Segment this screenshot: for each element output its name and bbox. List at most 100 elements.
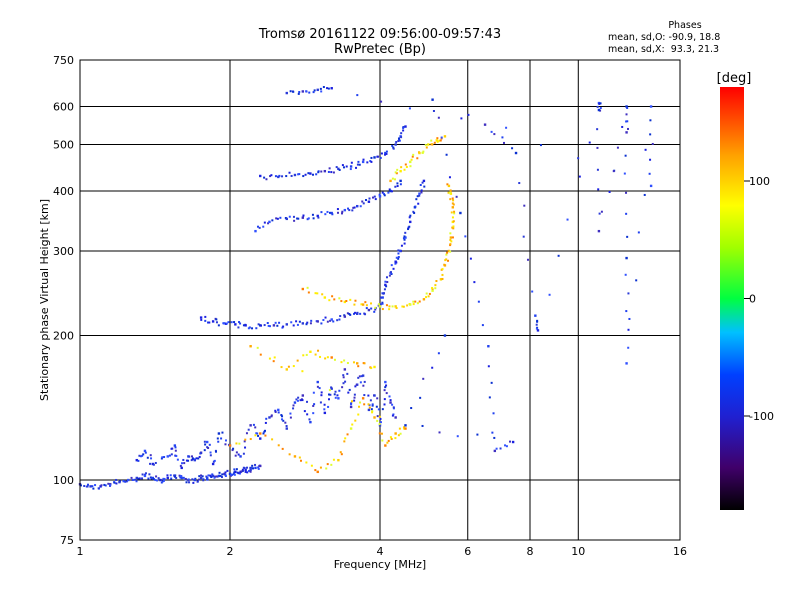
data-point — [381, 191, 384, 194]
x-tick-label: 4 — [377, 545, 384, 558]
data-point — [250, 466, 253, 469]
data-point — [226, 469, 229, 472]
data-point — [91, 485, 94, 488]
data-point — [331, 295, 334, 298]
data-point — [369, 160, 372, 163]
data-point — [343, 300, 347, 304]
data-point — [343, 208, 347, 212]
data-point — [448, 191, 451, 194]
data-point — [431, 286, 434, 289]
data-point — [625, 105, 628, 108]
data-point — [436, 140, 439, 143]
data-point — [182, 476, 185, 479]
data-point — [139, 455, 142, 458]
data-point — [340, 361, 343, 364]
data-point — [316, 320, 319, 323]
data-point — [367, 408, 371, 412]
data-point — [416, 302, 419, 305]
data-point — [623, 172, 626, 175]
data-point — [297, 217, 300, 220]
data-point — [326, 463, 329, 466]
data-point — [378, 193, 381, 196]
data-point — [230, 474, 233, 477]
data-point — [278, 321, 281, 324]
data-point — [233, 468, 236, 471]
data-point — [225, 322, 228, 325]
data-point — [644, 148, 647, 151]
data-point — [421, 151, 424, 154]
data-point — [238, 442, 241, 445]
data-point — [417, 202, 420, 205]
data-point — [272, 360, 275, 363]
data-point — [276, 324, 279, 327]
data-point — [557, 254, 560, 257]
data-point — [346, 372, 349, 375]
data-point — [249, 470, 252, 473]
data-point — [377, 304, 380, 307]
data-point — [203, 449, 206, 452]
data-point — [441, 268, 444, 271]
data-point — [141, 454, 144, 457]
data-point — [141, 477, 144, 480]
data-point — [237, 472, 240, 475]
data-point — [354, 299, 357, 302]
data-point — [230, 321, 233, 324]
data-point — [349, 165, 353, 168]
data-point — [381, 301, 384, 304]
colorbar-label: [deg] — [717, 71, 752, 86]
data-point — [499, 447, 502, 450]
data-point — [215, 475, 218, 478]
y-tick-label: 500 — [53, 139, 74, 152]
data-point — [155, 475, 158, 478]
data-point — [339, 315, 342, 318]
data-point — [241, 468, 244, 471]
data-point — [309, 172, 312, 175]
data-point — [289, 90, 292, 93]
data-point — [277, 408, 280, 412]
data-point — [265, 417, 268, 420]
data-point — [443, 334, 447, 337]
data-point — [445, 253, 448, 256]
data-point — [285, 425, 288, 428]
data-point — [384, 444, 387, 447]
data-point — [149, 476, 152, 479]
data-point — [409, 160, 412, 164]
data-point — [451, 197, 454, 200]
data-point — [451, 216, 454, 219]
data-point — [188, 455, 191, 458]
data-point — [353, 206, 356, 209]
data-point — [625, 131, 628, 134]
data-point — [198, 475, 201, 478]
data-point — [341, 210, 344, 213]
x-axis-label: Frequency [MHz] — [334, 558, 426, 571]
data-point — [327, 405, 330, 408]
data-point — [301, 90, 305, 93]
data-point — [334, 396, 337, 399]
data-point — [243, 440, 246, 443]
data-point — [176, 458, 179, 461]
data-point — [301, 399, 304, 402]
data-point — [332, 458, 335, 461]
data-point — [160, 457, 163, 460]
data-point — [109, 484, 112, 487]
data-point — [382, 292, 385, 295]
data-point — [412, 303, 415, 306]
data-point — [89, 485, 92, 488]
data-point — [305, 90, 308, 93]
data-point — [378, 424, 382, 427]
data-point — [626, 120, 629, 123]
data-point — [232, 473, 235, 476]
data-point — [205, 478, 208, 481]
data-point — [313, 89, 316, 92]
data-point — [346, 362, 349, 365]
data-point — [379, 156, 382, 159]
data-point — [144, 451, 147, 454]
data-point — [362, 202, 365, 205]
data-point — [280, 418, 283, 421]
data-point — [316, 292, 319, 295]
data-point — [391, 305, 394, 308]
data-point — [412, 210, 415, 213]
data-point — [391, 177, 394, 180]
data-point — [342, 382, 345, 385]
data-point — [285, 175, 288, 178]
